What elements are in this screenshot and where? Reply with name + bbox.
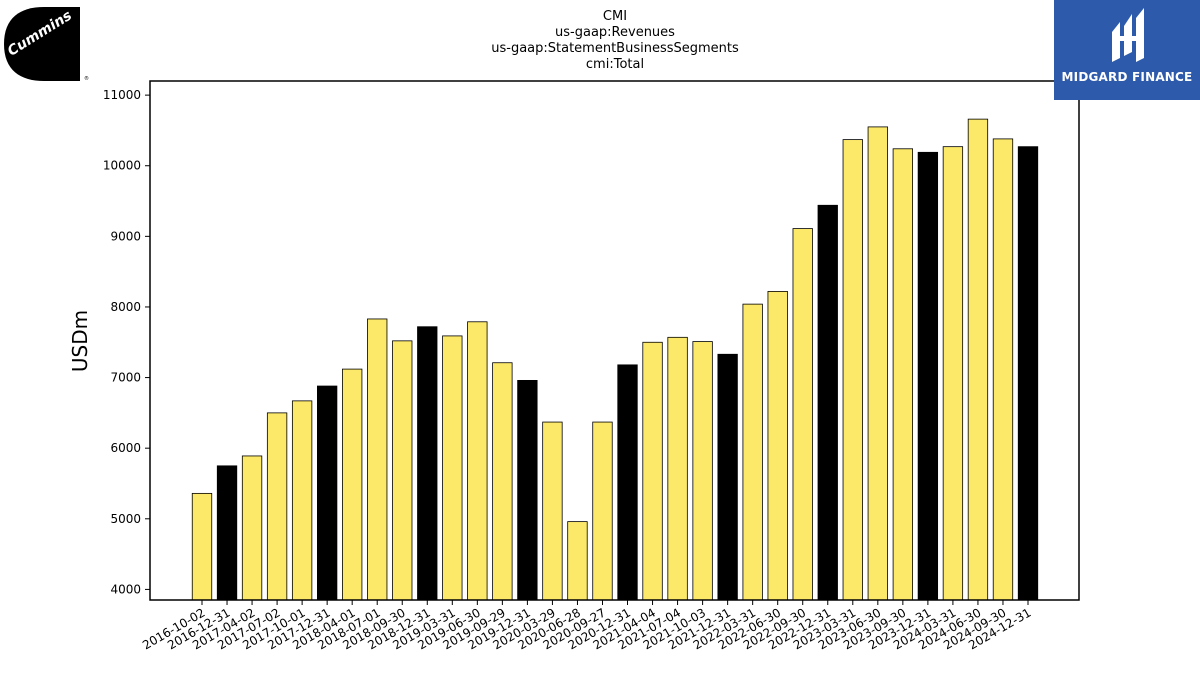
brand-text: MIDGARD FINANCE (1061, 70, 1193, 84)
bar (492, 362, 513, 601)
midgard-finance-logo: MIDGARD FINANCE (1054, 0, 1200, 100)
bar (692, 341, 713, 601)
bar (266, 412, 288, 601)
bar (542, 421, 563, 601)
bars (191, 118, 1039, 601)
y-axis: 4000 5000 6000 7000 8000 9000 10000 11000 (103, 88, 150, 596)
bar (592, 421, 613, 601)
bar (667, 336, 688, 601)
chart-title-line: us-gaap:Revenues (555, 25, 675, 40)
bar (342, 368, 363, 601)
y-tick-label: 9000 (110, 229, 141, 243)
bar (717, 353, 738, 601)
bar (291, 400, 313, 601)
bar (191, 492, 213, 601)
bar (917, 151, 939, 601)
bar (842, 139, 863, 601)
y-axis-label: USDm (68, 310, 92, 372)
bar (817, 204, 838, 601)
bar (367, 318, 388, 601)
y-tick-label: 8000 (110, 300, 141, 314)
y-tick-label: 11000 (103, 88, 141, 102)
cummins-logo: Cummins ® (4, 4, 90, 84)
bar (467, 321, 488, 601)
chart-title-line: us-gaap:StatementBusinessSegments (491, 41, 739, 56)
bar (442, 335, 463, 601)
bar (742, 303, 763, 601)
bar (617, 364, 638, 601)
chart-title: CMIus-gaap:Revenuesus-gaap:StatementBusi… (491, 9, 739, 72)
bar (241, 455, 263, 601)
bar (567, 521, 588, 601)
plot-frame (149, 80, 1080, 601)
y-tick-label: 4000 (110, 582, 141, 596)
bar (867, 126, 888, 601)
bar (1017, 146, 1039, 601)
bar (392, 340, 413, 601)
bar (216, 465, 238, 601)
bar (792, 228, 813, 601)
y-tick-label: 10000 (103, 159, 141, 173)
x-axis: 2016-10-022016-12-312017-04-022017-07-02… (140, 600, 1034, 652)
bar (417, 326, 438, 601)
bar (992, 138, 1014, 601)
bar (767, 291, 788, 601)
chart-title-line: cmi:Total (586, 57, 644, 72)
bar (316, 385, 338, 601)
chart-title-line: CMI (603, 9, 627, 24)
svg-text:®: ® (84, 75, 89, 82)
bar (642, 341, 663, 601)
y-tick-label: 7000 (110, 371, 141, 385)
bar (517, 379, 538, 601)
bar (967, 118, 989, 601)
y-tick-label: 6000 (110, 441, 141, 455)
bar (942, 146, 964, 601)
bar (892, 148, 913, 601)
y-tick-label: 5000 (110, 512, 141, 526)
